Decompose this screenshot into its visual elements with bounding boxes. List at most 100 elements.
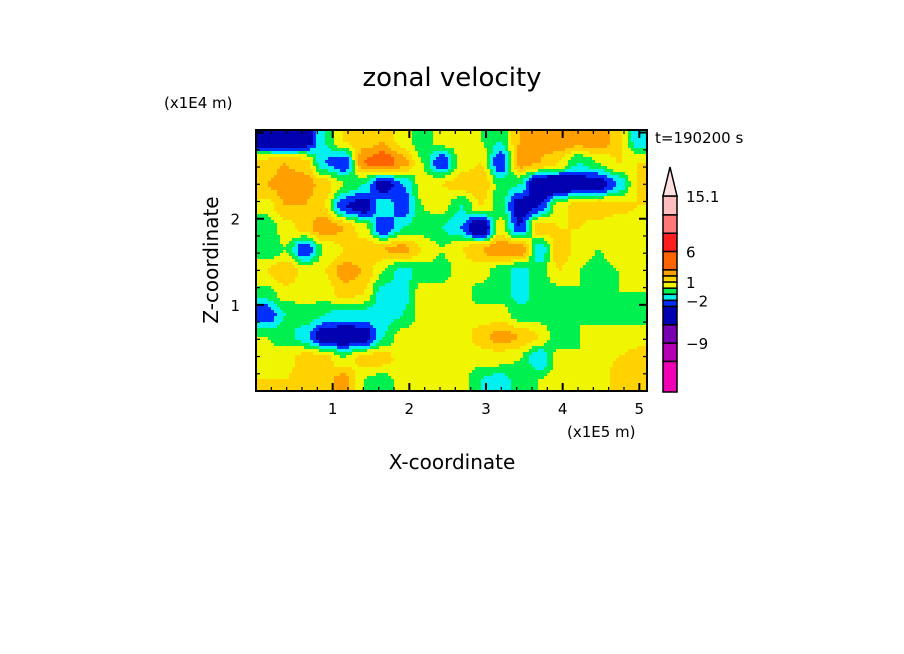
contour-cell bbox=[322, 148, 325, 151]
contour-cell bbox=[370, 226, 373, 229]
contour-cell bbox=[511, 172, 514, 175]
contour-cell bbox=[418, 130, 421, 133]
contour-cell bbox=[628, 151, 631, 154]
contour-cell bbox=[382, 217, 385, 220]
contour-cell bbox=[421, 232, 424, 235]
contour-cell bbox=[367, 199, 370, 202]
contour-cell bbox=[499, 160, 502, 163]
contour-cell bbox=[604, 223, 607, 226]
contour-cell bbox=[316, 193, 319, 196]
contour-cell bbox=[532, 166, 535, 169]
contour-cell bbox=[565, 235, 568, 238]
contour-cell bbox=[616, 178, 619, 181]
contour-cell bbox=[388, 154, 391, 157]
contour-cell bbox=[556, 229, 559, 232]
contour-cell bbox=[268, 136, 271, 139]
contour-cell bbox=[436, 235, 439, 238]
contour-cell bbox=[532, 196, 535, 199]
contour-cell bbox=[259, 184, 262, 187]
contour-cell bbox=[589, 217, 592, 220]
contour-cell bbox=[283, 244, 286, 247]
contour-cell bbox=[475, 136, 478, 139]
contour-cell bbox=[556, 130, 559, 133]
contour-cell bbox=[337, 181, 340, 184]
contour-cell bbox=[532, 130, 535, 133]
contour-cell bbox=[466, 145, 469, 148]
contour-cell bbox=[595, 130, 598, 133]
contour-cell bbox=[562, 241, 565, 244]
contour-cell bbox=[535, 133, 538, 136]
contour-cell bbox=[574, 241, 577, 244]
contour-cell bbox=[583, 160, 586, 163]
contour-cell bbox=[529, 211, 532, 214]
contour-cell bbox=[562, 220, 565, 223]
contour-cell bbox=[343, 169, 346, 172]
contour-cell bbox=[544, 166, 547, 169]
contour-cell bbox=[292, 178, 295, 181]
contour-cell bbox=[490, 157, 493, 160]
contour-cell bbox=[364, 139, 367, 142]
contour-cell bbox=[553, 235, 556, 238]
contour-cell bbox=[274, 232, 277, 235]
contour-cell bbox=[268, 223, 271, 226]
contour-cell bbox=[532, 178, 535, 181]
contour-cell bbox=[352, 139, 355, 142]
contour-cell bbox=[271, 241, 274, 244]
contour-cell bbox=[415, 172, 418, 175]
contour-cell bbox=[433, 241, 436, 244]
contour-cell bbox=[286, 154, 289, 157]
contour-cell bbox=[346, 217, 349, 220]
contour-cell bbox=[538, 241, 541, 244]
contour-cell bbox=[457, 151, 460, 154]
contour-cell bbox=[313, 163, 316, 166]
contour-cell bbox=[637, 232, 640, 235]
contour-cell bbox=[481, 202, 484, 205]
contour-cell bbox=[274, 172, 277, 175]
contour-cell bbox=[547, 169, 550, 172]
contour-cell bbox=[370, 208, 373, 211]
contour-cell bbox=[376, 232, 379, 235]
contour-cell bbox=[322, 145, 325, 148]
contour-cell bbox=[505, 226, 508, 229]
contour-cell bbox=[487, 169, 490, 172]
contour-cell bbox=[592, 199, 595, 202]
contour-cell bbox=[373, 232, 376, 235]
contour-cell bbox=[553, 205, 556, 208]
contour-cell bbox=[493, 199, 496, 202]
contour-cell bbox=[259, 139, 262, 142]
contour-cell bbox=[307, 232, 310, 235]
contour-cell bbox=[505, 169, 508, 172]
contour-cell bbox=[613, 169, 616, 172]
contour-cell bbox=[565, 232, 568, 235]
contour-cell bbox=[256, 211, 259, 214]
contour-cell bbox=[259, 163, 262, 166]
contour-cell bbox=[631, 157, 634, 160]
contour-cell bbox=[424, 217, 427, 220]
contour-cell bbox=[487, 202, 490, 205]
contour-cell bbox=[475, 157, 478, 160]
contour-cell bbox=[619, 220, 622, 223]
contour-cell bbox=[292, 157, 295, 160]
contour-cell bbox=[574, 196, 577, 199]
contour-cell bbox=[442, 235, 445, 238]
contour-cell bbox=[400, 238, 403, 241]
contour-cell bbox=[415, 184, 418, 187]
contour-cell bbox=[262, 151, 265, 154]
contour-cell bbox=[592, 151, 595, 154]
contour-cell bbox=[379, 142, 382, 145]
contour-cell bbox=[367, 130, 370, 133]
contour-cell bbox=[358, 217, 361, 220]
contour-cell bbox=[259, 238, 262, 241]
contour-cell bbox=[358, 181, 361, 184]
contour-cell bbox=[388, 151, 391, 154]
contour-cell bbox=[427, 205, 430, 208]
contour-cell bbox=[637, 190, 640, 193]
contour-cell bbox=[523, 160, 526, 163]
contour-cell bbox=[628, 232, 631, 235]
contour-cell bbox=[415, 199, 418, 202]
contour-cell bbox=[292, 130, 295, 133]
contour-cell bbox=[283, 208, 286, 211]
contour-cell bbox=[385, 166, 388, 169]
contour-cell bbox=[289, 199, 292, 202]
contour-cell bbox=[424, 154, 427, 157]
